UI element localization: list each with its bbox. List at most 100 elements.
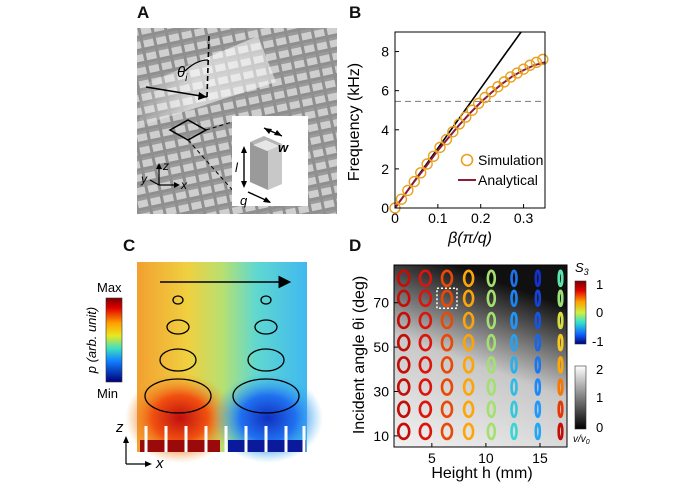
polarization-loops	[144, 295, 300, 414]
inset-w-label: w	[278, 140, 289, 155]
polarization-ellipse	[440, 422, 454, 441]
x-tick-label: 0.1	[428, 210, 448, 226]
polarization-ellipse	[440, 333, 454, 352]
polarization-ellipse	[418, 378, 433, 396]
legend-analytical: Analytical	[478, 172, 538, 188]
polarization-ellipse	[486, 333, 497, 352]
incident-arrow	[145, 86, 208, 98]
simulation-point	[517, 63, 530, 75]
svg-text:z: z	[162, 159, 169, 173]
polarization-ellipse	[486, 311, 497, 330]
s3-tick-0: 0	[596, 305, 603, 320]
polarization-ellipse	[396, 378, 411, 396]
simulation-point	[415, 167, 427, 179]
angle-label: θi	[177, 64, 188, 84]
x-tick-label: 0	[391, 210, 399, 226]
y-tick-label: 10	[373, 428, 389, 444]
dispersion-plot-frame	[394, 31, 546, 209]
polarization-ellipse	[557, 333, 564, 352]
dispersion-y-label: Frequency (kHz)	[346, 63, 363, 181]
x-tick-label: 5	[428, 450, 436, 466]
polarization-ellipse	[557, 400, 564, 419]
panel-d-letter: D	[349, 236, 362, 255]
polarization-ellipse	[462, 356, 475, 374]
y-tick-label: 2	[381, 161, 389, 177]
polarization-ellipse	[396, 269, 411, 288]
panel-a-axes: z y x	[140, 159, 188, 192]
velocity-background	[394, 265, 567, 447]
map-plot-frame	[393, 264, 568, 448]
x-tick-label: 10	[478, 450, 494, 466]
polarization-ellipse	[396, 311, 411, 330]
polarization-ellipse	[557, 356, 564, 374]
simulation-point	[408, 175, 420, 188]
simulation-point	[421, 158, 433, 170]
polarization-ellipse	[418, 289, 433, 308]
y-tick-label: 6	[381, 83, 389, 99]
x-tick-label: 0.2	[471, 210, 491, 226]
polarization-ellipse	[462, 269, 475, 288]
s3-label: S3	[575, 260, 589, 277]
polarization-ellipse	[534, 422, 542, 441]
polarization-ellipse	[418, 269, 433, 288]
polarization-ellipse	[418, 356, 433, 374]
polarization-ellipse	[510, 422, 518, 441]
map-x-label: Height h (mm)	[431, 465, 532, 482]
simulation-point	[447, 126, 459, 138]
colorbar-max: Max	[97, 280, 122, 295]
polarization-ellipse	[486, 400, 497, 419]
dispersion-x-label: β(π/q)	[447, 230, 492, 247]
polarization-ellipse	[418, 311, 433, 330]
polarization-ellipse	[396, 422, 411, 441]
panel-c-axes: z x	[115, 419, 164, 472]
polarization-ellipse	[396, 400, 411, 419]
polarization-ellipse	[396, 356, 411, 374]
s3-tick-minus1: -1	[592, 334, 604, 349]
dispersion-legend: Simulation Analytical	[458, 152, 543, 188]
y-tick-label: 8	[381, 44, 389, 60]
polarization-ellipse	[440, 289, 454, 308]
simulation-point	[402, 184, 414, 197]
panel-b-letter: B	[349, 3, 362, 22]
polarization-ellipse	[462, 333, 475, 352]
polarization-ellipse	[440, 311, 454, 330]
polarization-ellipse	[462, 422, 475, 441]
polarization-ellipse	[486, 289, 497, 308]
y-tick-label: 50	[373, 339, 389, 355]
colorbar-min: Min	[97, 386, 118, 401]
polarization-ellipse	[510, 378, 518, 396]
polarization-ellipse	[534, 289, 542, 308]
simulation-point	[427, 150, 440, 162]
map-y-label: Incident angle θi (deg)	[351, 276, 368, 434]
simulation-point	[505, 71, 517, 83]
polarization-ellipse	[534, 378, 542, 396]
pressure-colorbar	[105, 297, 123, 383]
polarization-ellipse	[510, 269, 518, 288]
polarization-ellipse	[557, 422, 564, 441]
incident-beam	[140, 36, 276, 126]
polarization-ellipse	[510, 289, 518, 308]
velocity-label: v/v0	[573, 434, 590, 446]
polarization-ellipse	[440, 378, 454, 396]
polarization-ellipse	[534, 400, 542, 419]
panel-a-letter: A	[137, 3, 150, 22]
panel-c-letter: C	[123, 236, 136, 255]
x-tick-label: 15	[532, 450, 548, 466]
simulation-point	[460, 111, 472, 123]
svg-text:z: z	[115, 419, 124, 436]
colorbar-label: p (arb. unit)	[84, 307, 99, 374]
svg-text:x: x	[180, 178, 188, 192]
polarization-ellipse	[396, 333, 411, 352]
simulation-point	[440, 133, 453, 146]
lattice-walls	[144, 426, 306, 452]
polarization-ellipse	[396, 289, 411, 308]
polarization-ellipse	[510, 311, 518, 330]
polarization-ellipse	[557, 378, 564, 396]
polarization-ellipse	[440, 356, 454, 374]
legend-simulation-marker	[460, 153, 474, 167]
polarization-ellipse	[418, 333, 433, 352]
polarization-ellipse	[418, 422, 433, 441]
